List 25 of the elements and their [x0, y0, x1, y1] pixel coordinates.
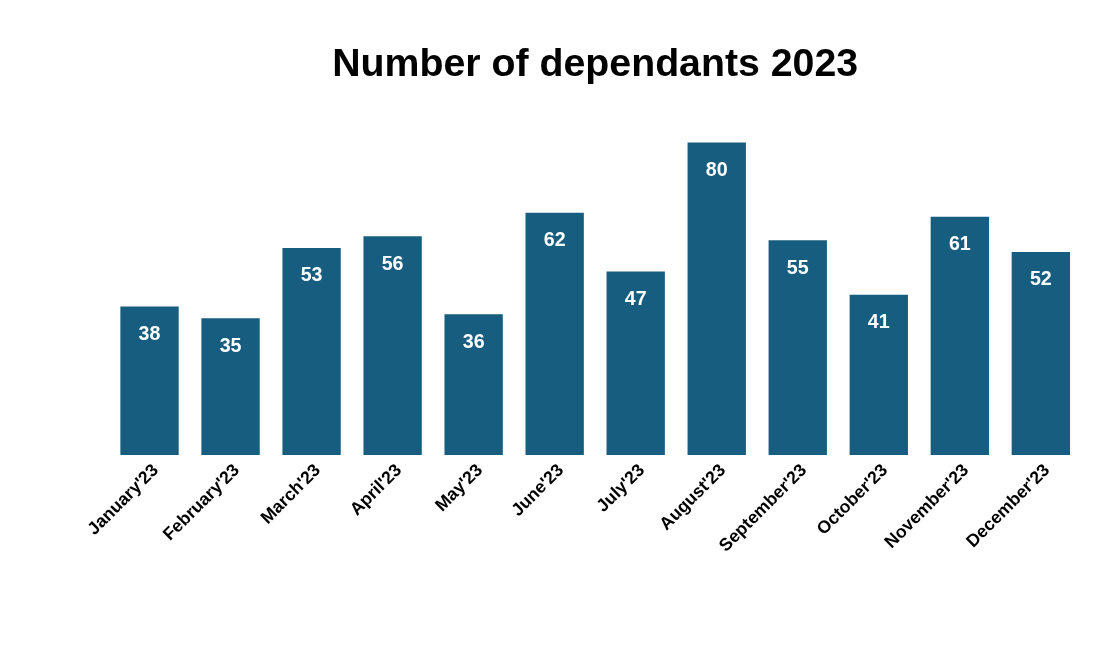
data-label: 61 — [948, 232, 971, 255]
bar — [930, 216, 989, 455]
bar — [768, 240, 827, 455]
bar — [363, 236, 422, 455]
data-label: 56 — [381, 251, 404, 274]
bar — [444, 314, 503, 455]
bar — [687, 142, 746, 455]
bar — [1011, 251, 1071, 455]
data-label: 53 — [300, 263, 323, 286]
data-label: 38 — [138, 321, 161, 344]
bar — [282, 248, 341, 455]
data-label: 41 — [867, 310, 890, 333]
data-label: 36 — [462, 329, 485, 352]
data-label: 47 — [624, 286, 647, 309]
bar — [201, 318, 260, 455]
data-label: 35 — [219, 333, 242, 356]
bar — [120, 306, 179, 455]
bar — [606, 271, 665, 455]
data-label: 80 — [705, 157, 728, 180]
data-label: 62 — [543, 228, 566, 251]
chart-title: Number of dependants 2023 — [332, 39, 859, 84]
bar — [525, 212, 584, 455]
data-label: 55 — [786, 255, 809, 278]
data-label: 52 — [1029, 267, 1052, 290]
bar — [849, 294, 908, 455]
